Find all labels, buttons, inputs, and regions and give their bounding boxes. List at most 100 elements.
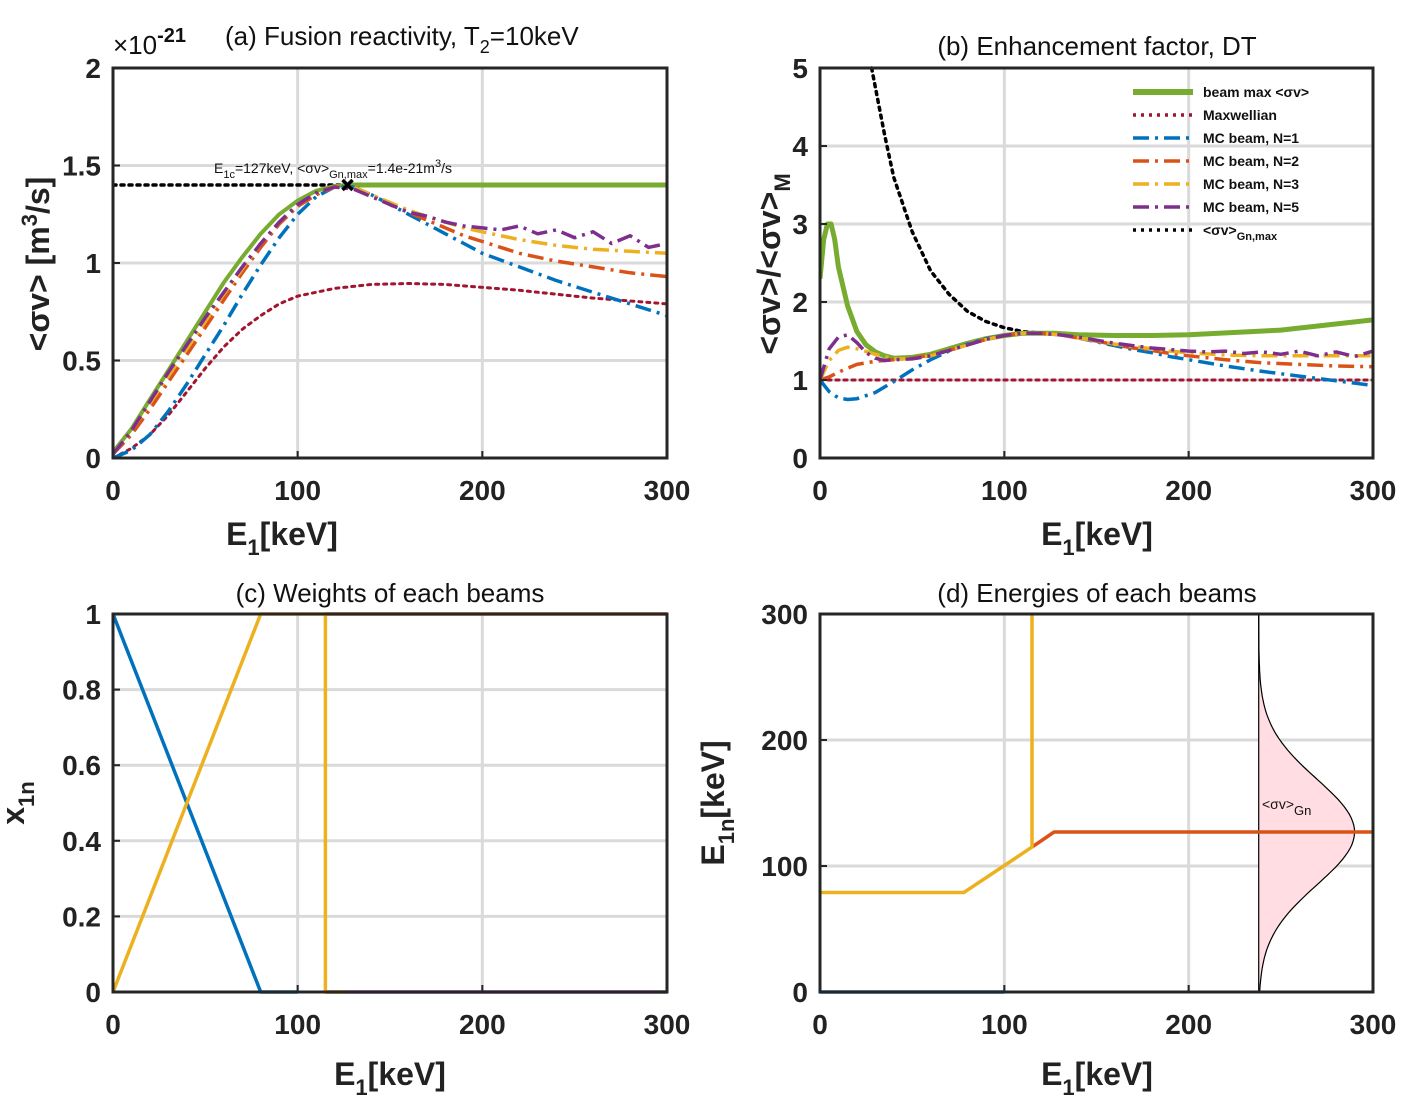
panel-b-title: (b) Enhancement factor, DT [937,31,1256,61]
panel-c-ytick-label-4: 0.8 [62,675,101,706]
panel-b-series-mc-beam-n-5 [820,331,1373,381]
panel-b-enhancement-factor: (b) Enhancement factor, DT 0 100 200 300 0 1 2… [751,31,1396,560]
panel-c-xtick-label-1: 100 [274,1009,321,1040]
panel-c-series-beam-3 [113,612,348,994]
panel-b-series-mc-beam-n-3 [820,331,1373,381]
panel-d-series-beam-3 [820,614,1034,895]
panel-b-ytick-label-4: 4 [792,131,808,162]
panel-d-ytick-label-1: 100 [761,851,808,882]
panel-a-title: (a) Fusion reactivity, T2=10keV [225,21,579,57]
panel-a-annotation: E1c=127keV, <σv>Gn,max=1.4e-21m3/s [214,158,452,181]
panel-b-xtick-label-1: 100 [981,475,1028,506]
panel-d-ticks: 0 100 200 300 0 100 200 300 [761,599,1396,1040]
legend-label-mc-beam-n-2: MC beam, N=2 [1203,153,1299,169]
panel-d-xlabel: E1[keV] [1041,1056,1153,1100]
panel-a-ticks: 0 100 200 300 0 0.5 1 1.5 2 [62,53,690,506]
panel-c-xtick-label-2: 200 [459,1009,506,1040]
panel-a-xtick-label-0: 0 [105,475,121,506]
legend-label-mc-beam-n-3: MC beam, N=3 [1203,176,1299,192]
panel-a-ytick-label-4: 2 [85,53,101,84]
panel-b-ytick-label-1: 1 [792,365,808,396]
panel-d-ylabel: E1n[keV] [695,740,739,865]
panel-a-series [113,182,667,460]
panel-d-title: (d) Energies of each beams [937,578,1256,608]
panel-a-series-mc-beam-n-5 [113,185,667,456]
panel-b-legend: beam max <σv> Maxwellian MC beam, N=1 MC be… [1133,84,1309,243]
legend-label-mc-beam-n-1: MC beam, N=1 [1203,130,1299,146]
panel-d-ytick-label-3: 300 [761,599,808,630]
legend-label-text: MC beam, N=3 [1203,176,1299,192]
panel-c-xtick-label-3: 300 [644,1009,691,1040]
panel-a-series-mc-beam-n-3 [113,185,667,456]
panel-a-xtick-label-1: 100 [274,475,321,506]
panel-a-series-clipped [113,182,667,460]
panel-a-ylabel: <σv> [m3/s] [17,177,56,352]
panel-a-ytick-label-2: 1 [85,248,101,279]
panel-a-grid [113,68,667,458]
panel-a-series-mc-beam-n-2 [113,185,667,456]
panel-b-series-mc-beam-n-1 [820,331,1373,402]
panel-a-xtick-label-2: 200 [459,475,506,506]
panel-d-distribution-curve [1258,614,1356,993]
panel-a-fusion-reactivity: ×10-21 (a) Fusion reactivity, T2=10keV E… [17,21,690,560]
panel-a-ytick-label-3: 1.5 [62,151,101,182]
panel-c-ytick-label-5: 1 [85,599,101,630]
panel-a-xtick-label-3: 300 [644,475,691,506]
panel-d-xtick-label-1: 100 [981,1009,1028,1040]
panel-b-ticks: 0 100 200 300 0 1 2 3 4 5 [792,53,1396,506]
legend-label-mc-beam-n-5: MC beam, N=5 [1203,199,1299,215]
panel-c-series-beam-1 [113,613,298,994]
legend-label-text: MC beam, N=5 [1203,199,1299,215]
panel-d-beam-energies: (d) Energies of each beams <σv>Gn 0 100 20… [695,578,1396,1100]
panel-c-grid [113,614,667,992]
panel-d-axes-frame [818,612,1375,994]
panel-d-xtick-label-2: 200 [1165,1009,1212,1040]
panel-d-series-beam-2 [1031,830,1373,849]
panel-d-ytick-label-0: 0 [792,977,808,1008]
legend-label-v-gn-max: <σv>Gn,max [1203,222,1278,243]
panel-d-ytick-label-2: 200 [761,725,808,756]
legend-label-text: beam max <σv> [1203,84,1309,100]
panel-a-ytick-label-1: 0.5 [62,346,101,377]
panel-c-title: (c) Weights of each beams [236,578,545,608]
legend-label-beam-max-v: beam max <σv> [1203,84,1309,100]
panel-a-series-mc-beam-n-1 [113,185,667,460]
panel-d-xtick-label-0: 0 [812,1009,828,1040]
panel-c-ylabel: x1n [0,781,39,824]
panel-b-series [820,66,1373,402]
panel-a-xlabel: E1[keV] [226,516,338,560]
panel-c-axes-frame [111,612,669,994]
panel-d-distribution-label: <σv>Gn [1262,796,1311,818]
legend-label-text: <σv> [1203,222,1237,238]
panel-a-peak-marker-x [341,178,354,192]
panel-b-xlabel: E1[keV] [1041,516,1153,560]
panel-a-ytick-label-0: 0 [85,443,101,474]
panel-b-grid [820,68,1373,458]
legend-label-sub: Gn,max [1237,231,1278,243]
panel-b-series-v-gn-max [869,66,1373,338]
panel-b-ytick-label-5: 5 [792,53,808,84]
panel-d-distribution [1258,614,1356,993]
panel-b-series-clipped [820,66,1373,402]
panel-b-xtick-label-3: 300 [1350,475,1397,506]
panel-c-series-clipped [113,612,667,994]
panel-a-series-maxwellian [113,282,667,460]
panel-b-xtick-label-0: 0 [812,475,828,506]
panel-a-exponent-multiplier: ×10-21 [113,25,186,60]
legend-label-maxwellian: Maxwellian [1203,107,1277,123]
panel-b-ytick-label-2: 2 [792,287,808,318]
panel-c-xlabel: E1[keV] [334,1056,446,1100]
legend-label-text: Maxwellian [1203,107,1277,123]
legend-label-text: MC beam, N=2 [1203,153,1299,169]
panel-c-series [113,612,667,994]
panel-b-ytick-label-0: 0 [792,443,808,474]
panel-a-peak-marker [341,178,354,192]
panel-c-ytick-label-2: 0.4 [62,826,101,857]
legend-label-text: MC beam, N=1 [1203,130,1299,146]
panel-b-series-beam-max-v [820,221,1373,361]
panel-c-ytick-label-3: 0.6 [62,750,101,781]
panel-c-ticks: 0 100 200 300 0 0.2 0.4 0.6 0.8 1 [62,599,690,1040]
panel-d-xtick-label-3: 300 [1350,1009,1397,1040]
panel-c-ytick-label-1: 0.2 [62,901,101,932]
